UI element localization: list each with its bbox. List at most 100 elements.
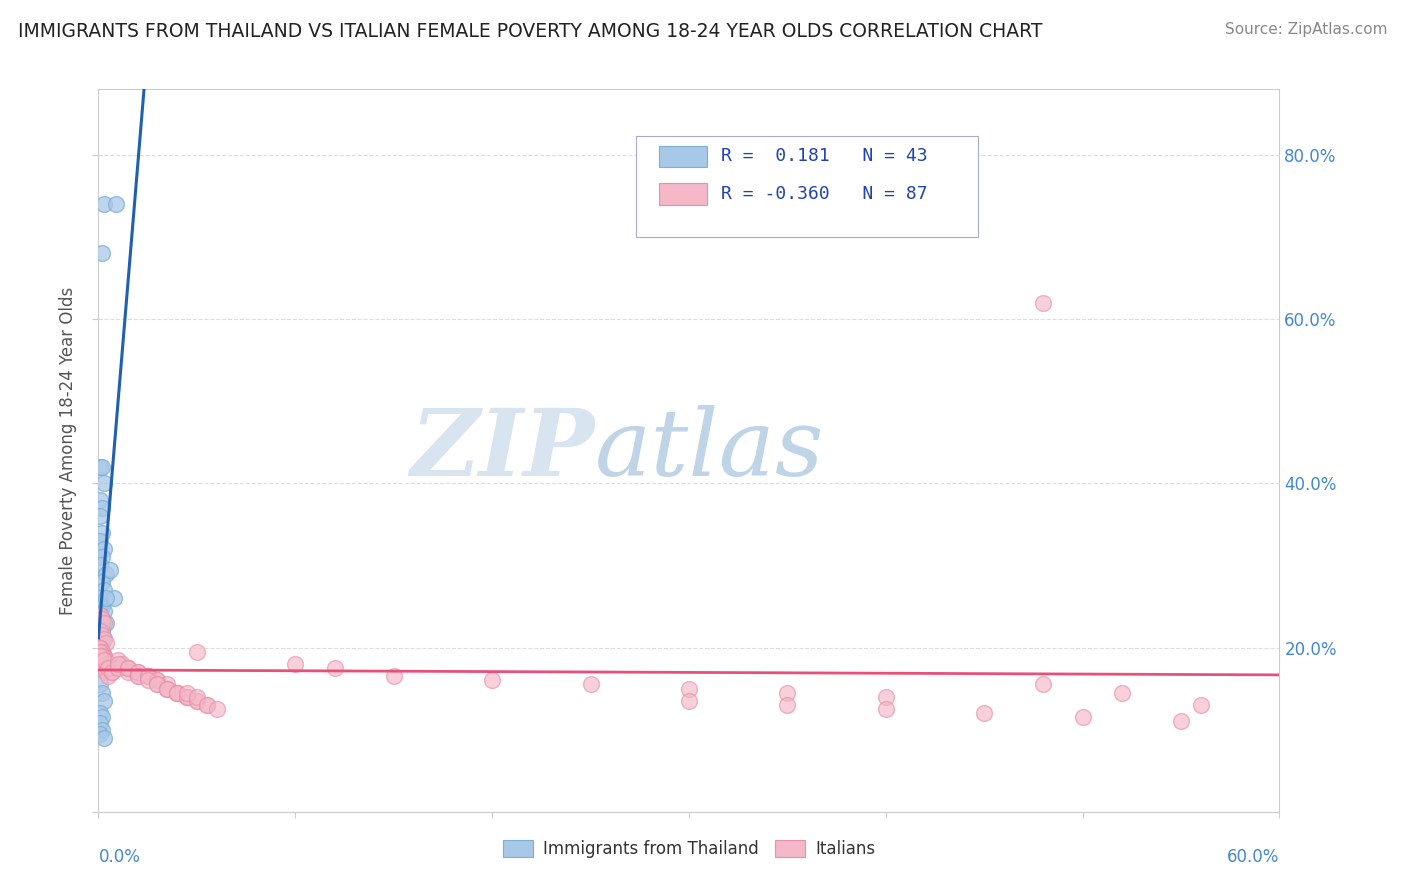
Point <box>96 653 118 667</box>
Point <box>107 661 129 675</box>
Point <box>176 686 198 700</box>
Point <box>91 624 114 639</box>
Text: ZIP: ZIP <box>411 406 595 495</box>
Point <box>93 653 115 667</box>
Point <box>97 669 120 683</box>
Point <box>91 723 114 737</box>
Point <box>97 657 120 671</box>
Point <box>176 690 198 704</box>
Point <box>91 636 114 650</box>
Point <box>195 698 218 712</box>
Point <box>91 645 114 659</box>
Point <box>973 706 995 721</box>
Point <box>166 686 188 700</box>
Point <box>91 686 114 700</box>
Point <box>382 669 405 683</box>
Point <box>89 706 111 721</box>
Point <box>89 653 111 667</box>
Point <box>89 648 111 663</box>
Point <box>136 669 159 683</box>
Point <box>1111 686 1133 700</box>
Point <box>89 492 111 507</box>
Point <box>97 657 120 671</box>
Point <box>96 566 118 581</box>
Point <box>136 669 159 683</box>
Point <box>579 677 602 691</box>
Point <box>93 648 115 663</box>
Point <box>136 669 159 683</box>
Point <box>146 677 169 691</box>
Point <box>91 599 114 614</box>
Point <box>93 632 115 647</box>
Point <box>89 640 111 655</box>
Point <box>93 197 115 211</box>
Point <box>284 657 307 671</box>
Point <box>91 645 114 659</box>
Point <box>93 694 115 708</box>
Point <box>875 702 897 716</box>
Point <box>89 620 111 634</box>
Point <box>186 694 208 708</box>
Point <box>98 562 121 576</box>
Point <box>127 665 149 680</box>
Point <box>91 612 114 626</box>
Point <box>89 459 111 474</box>
Text: IMMIGRANTS FROM THAILAND VS ITALIAN FEMALE POVERTY AMONG 18-24 YEAR OLDS CORRELA: IMMIGRANTS FROM THAILAND VS ITALIAN FEMA… <box>18 22 1043 41</box>
Bar <box>659 145 707 167</box>
Point <box>1170 714 1192 729</box>
Point <box>89 645 111 659</box>
Point <box>156 681 179 696</box>
Point <box>117 661 139 675</box>
Point <box>89 677 111 691</box>
Point <box>176 690 198 704</box>
Point <box>89 640 111 655</box>
Point <box>107 657 129 671</box>
Point <box>156 681 179 696</box>
FancyBboxPatch shape <box>636 136 979 237</box>
Point <box>98 661 121 675</box>
Point <box>146 673 169 688</box>
Point <box>93 582 115 597</box>
Point <box>156 677 179 691</box>
Point <box>678 681 700 696</box>
Point <box>195 698 218 712</box>
Point <box>93 661 115 675</box>
Point <box>89 599 111 614</box>
Text: R =  0.181   N = 43: R = 0.181 N = 43 <box>721 147 928 165</box>
Point <box>146 677 169 691</box>
Point <box>91 500 114 515</box>
Bar <box>659 183 707 205</box>
Point <box>117 661 139 675</box>
Point <box>776 686 799 700</box>
Point <box>91 710 114 724</box>
Point <box>93 648 115 663</box>
Point <box>166 686 188 700</box>
Point <box>97 661 120 675</box>
Point <box>1032 295 1054 310</box>
Point <box>111 657 134 671</box>
Point <box>91 657 114 671</box>
Point <box>146 673 169 688</box>
Point <box>166 686 188 700</box>
Point <box>89 716 111 731</box>
Point <box>481 673 503 688</box>
Point <box>91 459 114 474</box>
Point <box>678 694 700 708</box>
Point <box>93 653 115 667</box>
Point <box>875 690 897 704</box>
Point <box>127 665 149 680</box>
Point <box>93 476 115 491</box>
Point <box>89 727 111 741</box>
Point <box>96 615 118 630</box>
Text: 60.0%: 60.0% <box>1227 847 1279 866</box>
Point <box>166 686 188 700</box>
Text: Source: ZipAtlas.com: Source: ZipAtlas.com <box>1225 22 1388 37</box>
Point <box>205 702 228 716</box>
Text: 0.0%: 0.0% <box>98 847 141 866</box>
Legend: Immigrants from Thailand, Italians: Immigrants from Thailand, Italians <box>496 833 882 865</box>
Point <box>117 661 139 675</box>
Text: R = -0.360   N = 87: R = -0.360 N = 87 <box>721 185 928 203</box>
Point <box>91 615 114 630</box>
Point <box>89 558 111 573</box>
Text: atlas: atlas <box>595 406 824 495</box>
